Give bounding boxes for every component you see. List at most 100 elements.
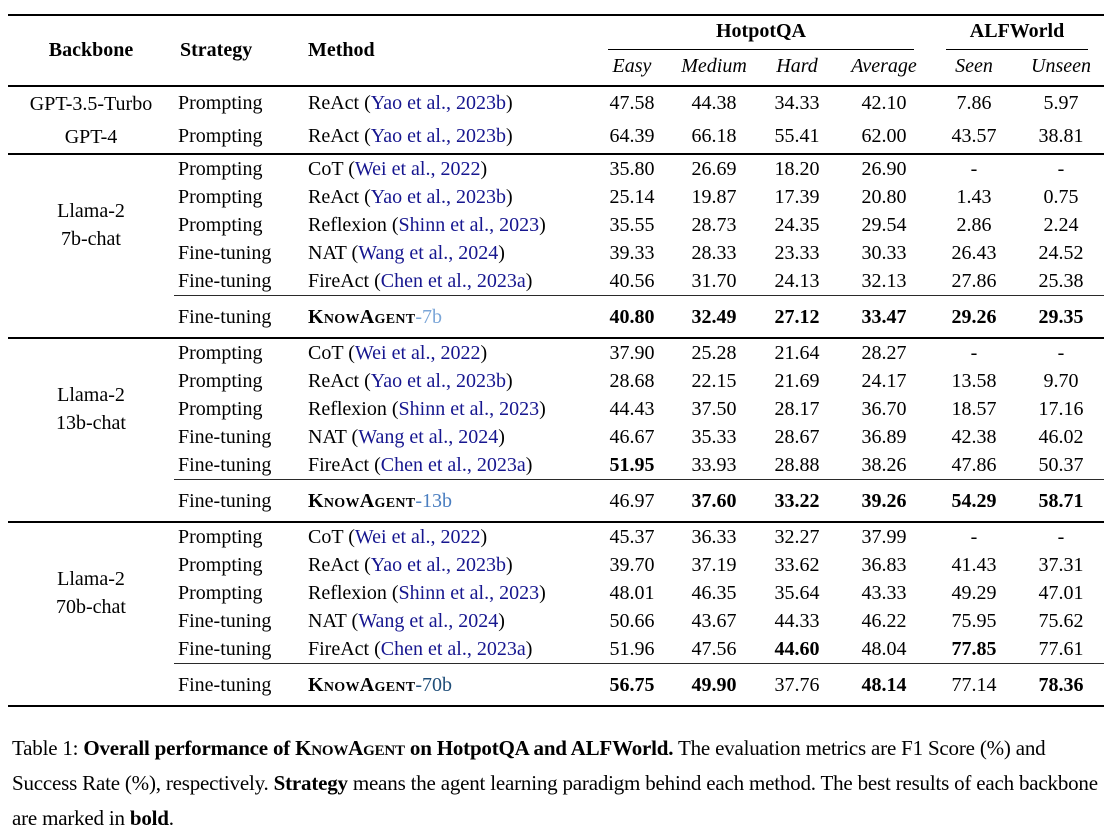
caption-run: on HotpotQA and ALFWorld. [404, 736, 674, 760]
value-cell: 42.10 [861, 92, 907, 114]
value-cell: 17.39 [774, 185, 820, 208]
value-cell: - [1057, 525, 1065, 548]
backbone-line: 13b-chat [56, 412, 126, 435]
column-header-medium: Medium [672, 50, 756, 87]
value-cell: 62.00 [838, 120, 930, 155]
citation-link[interactable]: Yao et al., 2023b [370, 125, 506, 147]
method-name: ReAct [308, 125, 360, 147]
strategy-cell: Prompting [174, 120, 302, 155]
table-caption: Table 1: Overall performance of KnowAgen… [12, 731, 1102, 836]
knowagent-name: KnowAgent [308, 490, 416, 512]
backbone-line: 7b-chat [61, 228, 121, 251]
group-header-row: Backbone Strategy Method HotpotQA ALFWor… [8, 15, 1104, 87]
method-paren-close: ) [525, 637, 533, 660]
method-cell: NAT (Wang et al., 2024) [302, 239, 592, 267]
method-cell: NAT (Wang et al., 2024) [302, 607, 592, 635]
citation-link[interactable]: Yao et al., 2023b [370, 185, 506, 208]
method-cell: FireAct (Chen et al., 2023a) [302, 451, 592, 480]
method-name: FireAct [308, 453, 370, 476]
method-paren-open: ( [369, 637, 381, 660]
value-cell: 75.62 [1038, 609, 1084, 632]
method-name: NAT [308, 241, 347, 264]
value-cell: 29.26 [930, 295, 1018, 339]
value-cell: 28.73 [691, 213, 737, 236]
value-cell: 50.66 [609, 609, 655, 632]
table-row: Prompting ReAct (Yao et al., 2023b) 25.14 1… [8, 183, 1104, 211]
backbone-cell: GPT-4 [8, 120, 174, 155]
citation-link[interactable]: Wang et al., 2024 [358, 609, 499, 632]
backbone-line: Llama-2 [57, 384, 125, 407]
value-cell: 41.43 [951, 553, 997, 576]
knowagent-name: KnowAgent [308, 306, 416, 328]
column-header-backbone: Backbone [8, 15, 174, 87]
table-row: Llama-2 70b-chat Prompting CoT (Wei et al.,… [8, 522, 1104, 619]
value-cell: 47.86 [951, 453, 997, 476]
value-cell: 36.83 [861, 553, 907, 576]
method-cell: Reflexion (Shinn et al., 2023) [302, 211, 592, 239]
citation-link[interactable]: Shinn et al., 2023 [398, 581, 540, 604]
value-cell: 18.57 [951, 397, 997, 420]
citation-link[interactable]: Yao et al., 2023b [370, 369, 506, 392]
table-row: Prompting Reflexion (Shinn et al., 2023) 4… [8, 579, 1104, 607]
method-paren-close: ) [480, 341, 488, 364]
value-cell: 25.38 [1038, 269, 1084, 292]
value-cell: 28.88 [774, 453, 820, 476]
value-cell: 38.81 [1018, 120, 1105, 155]
method-paren-close: ) [525, 269, 533, 292]
value-cell: 36.70 [861, 397, 907, 420]
value-cell: - [1057, 341, 1065, 364]
citation-link[interactable]: Wang et al., 2024 [358, 241, 499, 264]
value-cell: 46.22 [861, 609, 907, 632]
value-cell: 27.12 [756, 295, 838, 339]
citation-link[interactable]: Wei et al., 2022 [354, 157, 481, 180]
table-row: Prompting ReAct (Yao et al., 2023b) 39.70 3… [8, 551, 1104, 579]
value-cell: 21.69 [774, 369, 820, 392]
method-paren-open: ( [386, 581, 399, 604]
citation-link[interactable]: Yao et al., 2023b [370, 553, 506, 576]
method-paren-open: ( [346, 241, 359, 264]
table-row: Fine-tuning NAT (Wang et al., 2024) 50.66 4… [8, 607, 1104, 635]
value-cell: - [970, 157, 978, 180]
value-cell: 21.64 [774, 341, 820, 364]
caption-run: . [168, 806, 174, 830]
caption-run: Strategy [273, 771, 348, 795]
method-name: Reflexion [308, 581, 387, 604]
citation-link[interactable]: Chen et al., 2023a [380, 269, 526, 292]
column-header-method: Method [302, 15, 592, 87]
citation-link[interactable]: Chen et al., 2023a [380, 637, 526, 660]
strategy-cell: Fine-tuning [178, 609, 272, 632]
value-cell: 50.37 [1038, 453, 1084, 476]
citation-link[interactable]: Wang et al., 2024 [358, 425, 499, 448]
value-cell: 48.01 [609, 581, 655, 604]
column-header-unseen: Unseen [1018, 50, 1105, 87]
strategy-cell: Fine-tuning [174, 479, 302, 523]
citation-link[interactable]: Wei et al., 2022 [354, 341, 481, 364]
method-paren-close: ) [505, 92, 513, 114]
table-row: Prompting ReAct (Yao et al., 2023b) 28.68 2… [8, 367, 1104, 395]
method-paren-open: ( [359, 125, 371, 147]
value-cell: 25.14 [609, 185, 655, 208]
citation-link[interactable]: Chen et al., 2023a [380, 453, 526, 476]
method-paren-close: ) [505, 553, 513, 576]
method-name: NAT [308, 609, 347, 632]
value-cell: 23.33 [774, 241, 820, 264]
method-cell: ReAct (Yao et al., 2023b) [302, 183, 592, 211]
caption-run: KnowAgent [295, 736, 405, 760]
value-cell: 55.41 [756, 120, 838, 155]
method-cell: Reflexion (Shinn et al., 2023) [302, 395, 592, 423]
value-cell: 48.04 [861, 637, 907, 660]
method-paren-open: ( [343, 525, 355, 548]
citation-link[interactable]: Shinn et al., 2023 [398, 213, 540, 236]
method-paren-open: ( [359, 185, 371, 208]
method-paren-open: ( [346, 609, 359, 632]
citation-link[interactable]: Wei et al., 2022 [354, 525, 481, 548]
value-cell: 2.86 [956, 213, 992, 236]
value-cell: 77.14 [930, 663, 1018, 707]
citation-link[interactable]: Shinn et al., 2023 [398, 397, 540, 420]
method-paren-open: ( [359, 369, 371, 392]
sub-header-row: Easy Medium Hard Average Seen Unseen [8, 50, 1105, 87]
value-cell: 40.80 [592, 295, 672, 339]
value-cell: 24.13 [774, 269, 820, 292]
citation-link[interactable]: Yao et al., 2023b [370, 92, 506, 114]
